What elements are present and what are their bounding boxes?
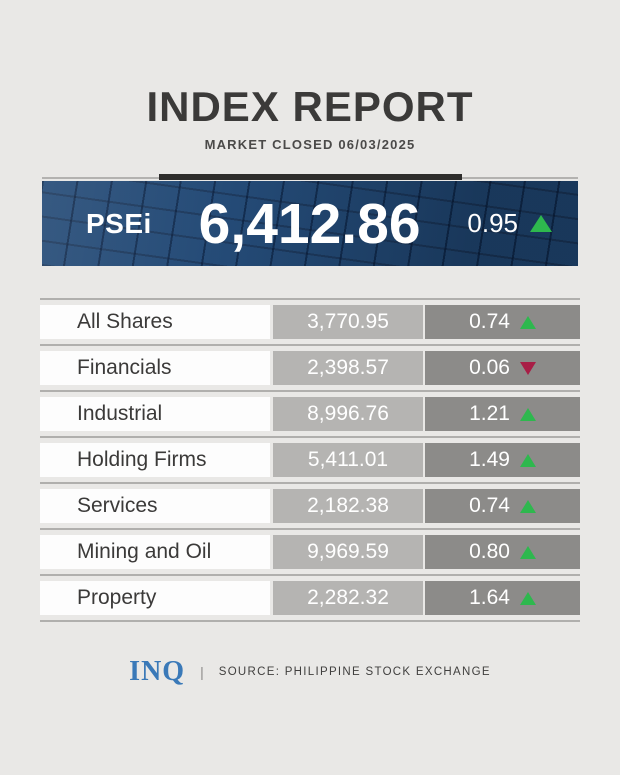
change-value: 0.06 bbox=[469, 356, 510, 379]
down-triangle-icon bbox=[519, 361, 536, 375]
row-divider bbox=[40, 574, 580, 576]
sector-name-cell: Industrial bbox=[40, 397, 270, 431]
inq-logo: INQ bbox=[129, 656, 186, 687]
row-divider bbox=[40, 528, 580, 530]
decorative-rule bbox=[42, 174, 578, 181]
sector-value-cell: 2,182.38 bbox=[273, 489, 423, 523]
psei-change: 0.95 bbox=[467, 208, 552, 239]
table-row: Holding Firms 5,411.01 1.49 bbox=[40, 443, 580, 477]
change-value: 1.49 bbox=[469, 448, 510, 471]
table-row: Mining and Oil 9,969.59 0.80 bbox=[40, 535, 580, 569]
row-divider bbox=[40, 482, 580, 484]
up-triangle-icon bbox=[519, 315, 536, 329]
sector-name-cell: Services bbox=[40, 489, 270, 523]
sector-change-cell: 1.49 bbox=[425, 443, 580, 477]
sector-name-cell: Property bbox=[40, 581, 270, 615]
row-divider bbox=[40, 298, 580, 300]
sector-value-cell: 8,996.76 bbox=[273, 397, 423, 431]
sector-change-cell: 0.80 bbox=[425, 535, 580, 569]
change-value: 0.80 bbox=[469, 540, 510, 563]
up-triangle-icon bbox=[519, 591, 536, 605]
decorative-rule-thick-line bbox=[159, 174, 462, 180]
sector-change-cell: 0.06 bbox=[425, 351, 580, 385]
sector-name-cell: Financials bbox=[40, 351, 270, 385]
psei-change-value: 0.95 bbox=[467, 208, 518, 238]
sector-change-cell: 1.21 bbox=[425, 397, 580, 431]
footer: INQ | SOURCE: PHILIPPINE STOCK EXCHANGE bbox=[0, 658, 620, 686]
row-divider bbox=[40, 620, 580, 622]
psei-value: 6,412.86 bbox=[198, 191, 421, 256]
sector-name-cell: All Shares bbox=[40, 305, 270, 339]
sector-change-cell: 0.74 bbox=[425, 305, 580, 339]
sector-value-cell: 9,969.59 bbox=[273, 535, 423, 569]
sector-change-cell: 0.74 bbox=[425, 489, 580, 523]
change-value: 1.21 bbox=[469, 402, 510, 425]
row-divider bbox=[40, 436, 580, 438]
up-triangle-icon bbox=[519, 545, 536, 559]
change-value: 1.64 bbox=[469, 586, 510, 609]
sector-value-cell: 3,770.95 bbox=[273, 305, 423, 339]
up-triangle-icon bbox=[519, 407, 536, 421]
table-row: Industrial 8,996.76 1.21 bbox=[40, 397, 580, 431]
market-status-subtitle: MARKET CLOSED 06/03/2025 bbox=[204, 137, 416, 152]
sector-name-cell: Mining and Oil bbox=[40, 535, 270, 569]
sector-name-cell: Holding Firms bbox=[40, 443, 270, 477]
table-row: Financials 2,398.57 0.06 bbox=[40, 351, 580, 385]
sector-value-cell: 2,282.32 bbox=[273, 581, 423, 615]
psei-label: PSEi bbox=[86, 207, 152, 239]
source-text: SOURCE: PHILIPPINE STOCK EXCHANGE bbox=[218, 666, 491, 678]
row-divider bbox=[40, 344, 580, 346]
change-value: 0.74 bbox=[469, 310, 510, 333]
up-triangle-icon bbox=[519, 499, 536, 513]
page-title: INDEX REPORT bbox=[146, 83, 474, 130]
change-value: 0.74 bbox=[469, 494, 510, 517]
psei-banner: PSEi 6,412.86 0.95 bbox=[42, 181, 578, 266]
sector-value-cell: 2,398.57 bbox=[273, 351, 423, 385]
footer-separator: | bbox=[200, 664, 204, 680]
table-row: All Shares 3,770.95 0.74 bbox=[40, 305, 580, 339]
up-triangle-icon bbox=[519, 453, 536, 467]
sector-change-cell: 1.64 bbox=[425, 581, 580, 615]
table-row: Services 2,182.38 0.74 bbox=[40, 489, 580, 523]
row-divider bbox=[40, 390, 580, 392]
table-row: Property 2,282.32 1.64 bbox=[40, 581, 580, 615]
index-table: All Shares 3,770.95 0.74 Financials 2,398.57… bbox=[0, 298, 620, 622]
up-triangle-icon bbox=[530, 215, 552, 232]
sector-value-cell: 5,411.01 bbox=[273, 443, 423, 477]
